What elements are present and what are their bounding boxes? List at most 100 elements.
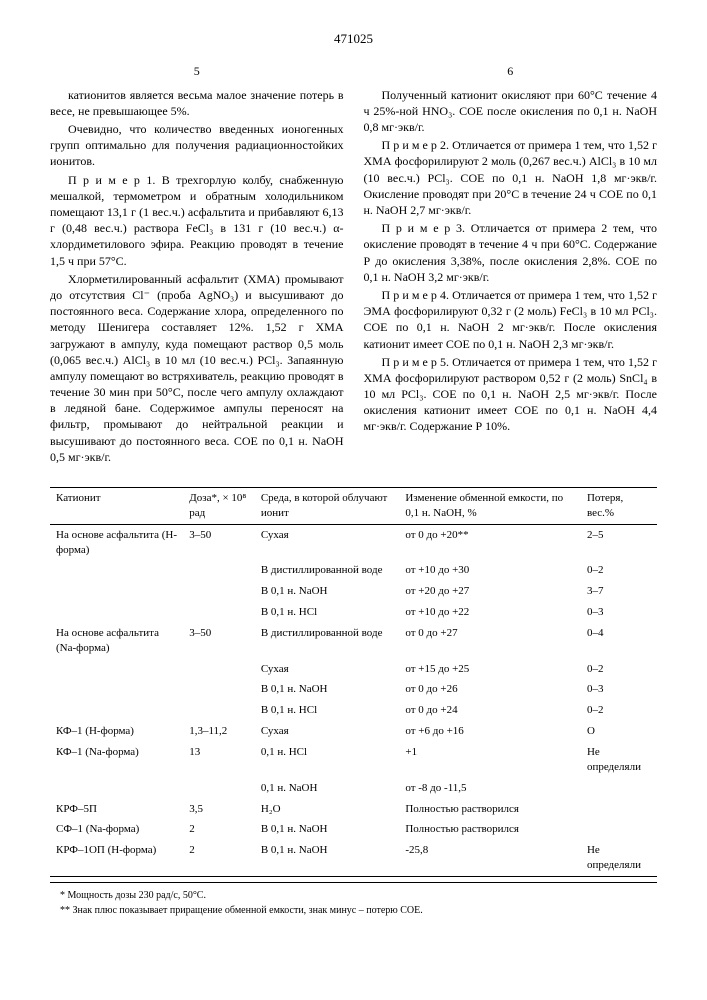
table-cell: 2 <box>183 819 255 840</box>
table-cell: На основе асфальтита (Н-форма) <box>50 524 183 560</box>
table-cell: КРФ–1ОП (Н-форма) <box>50 840 183 876</box>
paragraph: П р и м е р 4. Отличается от примера 1 т… <box>364 287 658 352</box>
paragraph: Очевидно, что количество введенных ионог… <box>50 121 344 170</box>
table-cell <box>581 799 657 820</box>
footnote: ** Знак плюс показывает приращение обмен… <box>50 904 657 918</box>
footnote: * Мощность дозы 230 рад/с, 50°С. <box>50 889 657 903</box>
table-row: КРФ–1ОП (Н-форма)2В 0,1 н. NaOH-25,8Не о… <box>50 840 657 876</box>
page-number-right: 6 <box>364 63 658 79</box>
table-cell: 1,3–11,2 <box>183 721 255 742</box>
table-cell <box>50 679 183 700</box>
table-cell: от +20 до +27 <box>399 581 581 602</box>
table-cell: О <box>581 721 657 742</box>
table-cell: В 0,1 н. HCl <box>255 700 400 721</box>
table-cell <box>50 700 183 721</box>
table-cell: В дистиллированной воде <box>255 623 400 659</box>
paragraph: П р и м е р 2. Отличается от примера 1 т… <box>364 137 658 218</box>
table-cell: 0–2 <box>581 700 657 721</box>
table-cell: от 0 до +26 <box>399 679 581 700</box>
table-cell: от +10 до +22 <box>399 602 581 623</box>
table-cell <box>581 778 657 799</box>
table-row: В 0,1 н. HClот 0 до +240–2 <box>50 700 657 721</box>
table-cell: Сухая <box>255 721 400 742</box>
table-cell: от +15 до +25 <box>399 659 581 680</box>
table-cell <box>183 659 255 680</box>
table-cell: КФ–1 (Na-форма) <box>50 742 183 778</box>
right-column: 6 Полученный катионит окисляют при 60°С … <box>364 63 658 468</box>
table-cell: КФ–1 (Н-форма) <box>50 721 183 742</box>
table-cell: В 0,1 н. NaOH <box>255 679 400 700</box>
table-header: Среда, в которой облучают ионит <box>255 488 400 525</box>
two-column-text: 5 катионитов является весьма малое значе… <box>50 63 657 468</box>
table-cell <box>183 560 255 581</box>
table-cell <box>581 819 657 840</box>
table-cell: 0–3 <box>581 602 657 623</box>
paragraph: Хлорметилированный асфальтит (ХМА) промы… <box>50 271 344 465</box>
table-row: КФ–1 (Na-форма)130,1 н. HCl+1Не определя… <box>50 742 657 778</box>
table-row: КРФ–5П3,5H₂OПолностью растворился <box>50 799 657 820</box>
table-cell <box>183 602 255 623</box>
paragraph: Полученный катионит окисляют при 60°С те… <box>364 87 658 136</box>
table-cell: СФ–1 (Na-форма) <box>50 819 183 840</box>
table-cell: +1 <box>399 742 581 778</box>
table-cell: от 0 до +20** <box>399 524 581 560</box>
table-cell: 0–2 <box>581 560 657 581</box>
left-column: 5 катионитов является весьма малое значе… <box>50 63 344 468</box>
page-number-left: 5 <box>50 63 344 79</box>
table-cell: 3–50 <box>183 524 255 560</box>
table-cell: 0–4 <box>581 623 657 659</box>
table-cell: Полностью растворился <box>399 819 581 840</box>
paragraph: П р и м е р 5. Отличается от примера 1 т… <box>364 354 658 435</box>
table-cell: от +10 до +30 <box>399 560 581 581</box>
table-row: В дистиллированной водеот +10 до +300–2 <box>50 560 657 581</box>
table-cell: от 0 до +24 <box>399 700 581 721</box>
table-cell: 0,1 н. NaOH <box>255 778 400 799</box>
table-cell: 0–3 <box>581 679 657 700</box>
table-header: Катионит <box>50 488 183 525</box>
data-table: Катионит Доза*, × 10⁸ рад Среда, в котор… <box>50 487 657 877</box>
table-cell: В дистиллированной воде <box>255 560 400 581</box>
table-cell <box>183 581 255 602</box>
table-row: На основе асфальтита (Na-форма)3–50В дис… <box>50 623 657 659</box>
table-cell: В 0,1 н. NaOH <box>255 819 400 840</box>
table-cell: КРФ–5П <box>50 799 183 820</box>
table-header: Изменение обменной емкости, по 0,1 н. Na… <box>399 488 581 525</box>
table-cell: 2–5 <box>581 524 657 560</box>
table-cell <box>50 560 183 581</box>
table-cell: 3–7 <box>581 581 657 602</box>
table-cell <box>50 778 183 799</box>
paragraph: катионитов является весьма малое значени… <box>50 87 344 119</box>
table-row: 0,1 н. NaOHот -8 до -11,5 <box>50 778 657 799</box>
table-cell: 3–50 <box>183 623 255 659</box>
table-cell: 13 <box>183 742 255 778</box>
table-cell: от +6 до +16 <box>399 721 581 742</box>
table-cell: -25,8 <box>399 840 581 876</box>
table-cell <box>50 581 183 602</box>
table-row: В 0,1 н. HClот +10 до +220–3 <box>50 602 657 623</box>
table-cell: 0–2 <box>581 659 657 680</box>
table-cell: На основе асфальтита (Na-форма) <box>50 623 183 659</box>
table-row: В 0,1 н. NaOHот +20 до +273–7 <box>50 581 657 602</box>
footnotes: * Мощность дозы 230 рад/с, 50°С. ** Знак… <box>50 882 657 918</box>
table-cell: В 0,1 н. NaOH <box>255 581 400 602</box>
table-cell <box>183 700 255 721</box>
table-cell: 0,1 н. HCl <box>255 742 400 778</box>
table-cell: Полностью растворился <box>399 799 581 820</box>
table-cell: Не определяли <box>581 742 657 778</box>
table-cell: В 0,1 н. HCl <box>255 602 400 623</box>
table-cell: 3,5 <box>183 799 255 820</box>
table-row: В 0,1 н. NaOHот 0 до +260–3 <box>50 679 657 700</box>
table-cell <box>50 659 183 680</box>
table-cell: от -8 до -11,5 <box>399 778 581 799</box>
table-header: Доза*, × 10⁸ рад <box>183 488 255 525</box>
table-cell: Сухая <box>255 524 400 560</box>
table-cell: Сухая <box>255 659 400 680</box>
table-row: Сухаяот +15 до +250–2 <box>50 659 657 680</box>
table-header-row: Катионит Доза*, × 10⁸ рад Среда, в котор… <box>50 488 657 525</box>
document-number: 471025 <box>50 30 657 48</box>
table-cell <box>183 778 255 799</box>
table-cell: 2 <box>183 840 255 876</box>
table-cell <box>183 679 255 700</box>
paragraph: П р и м е р 3. Отличается от примера 2 т… <box>364 220 658 285</box>
table-row: На основе асфальтита (Н-форма)3–50Сухаяо… <box>50 524 657 560</box>
